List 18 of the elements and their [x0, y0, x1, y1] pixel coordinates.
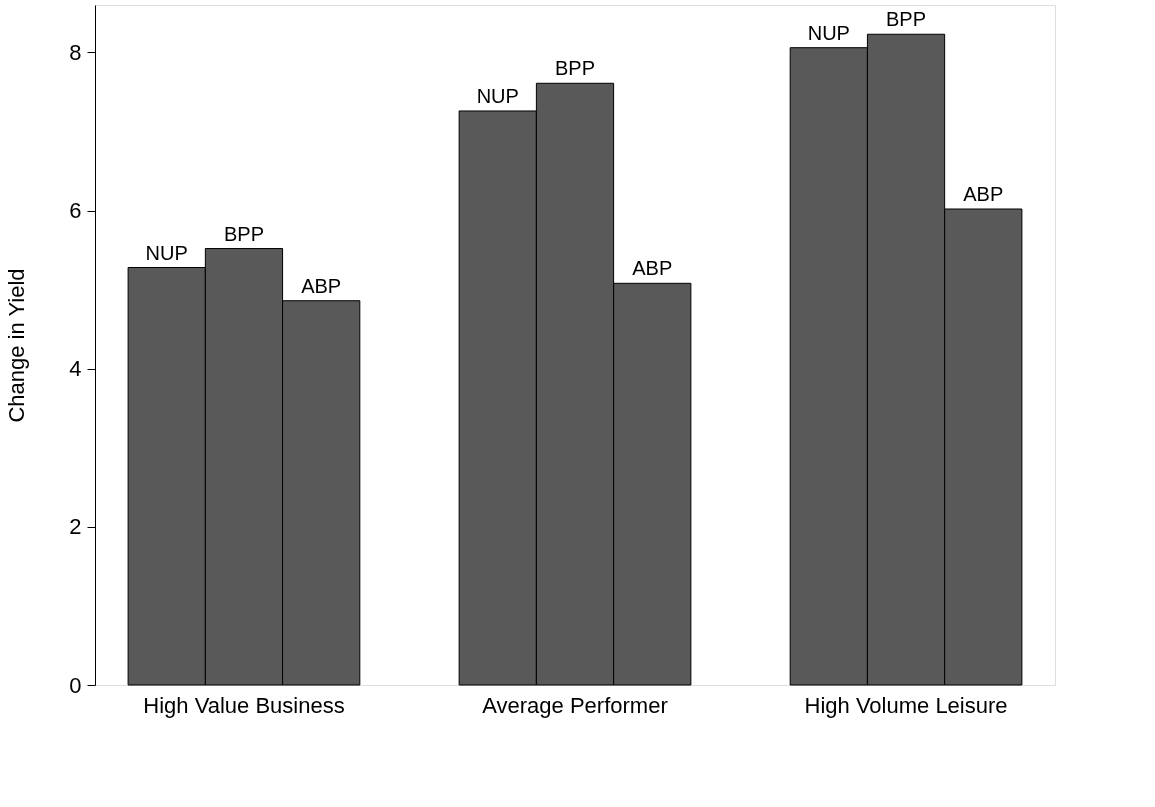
text: BPP: [223, 222, 264, 245]
x-tick-label: Average Performer: [482, 692, 668, 718]
y-tick-label: 0: [69, 672, 82, 698]
x-tick-label: High Value Business: [143, 692, 345, 718]
series-label: NUP: [145, 241, 188, 264]
text: NUP: [476, 84, 519, 107]
x-tick-label: High Volume Leisure: [804, 692, 1008, 718]
text: ABP: [632, 257, 673, 280]
series-label: BPP: [886, 8, 927, 31]
y-tick-label: 6: [69, 198, 82, 224]
text: BPP: [554, 57, 596, 80]
series-label: ABP: [301, 274, 342, 297]
y-axis-title: Change in Yield: [4, 268, 30, 423]
text: ABP: [963, 183, 1004, 205]
y-tick-label: 8: [69, 39, 82, 65]
y-tick-label: 4: [69, 356, 82, 382]
y-tick-label: 2: [69, 514, 82, 540]
text: NUP: [807, 21, 850, 44]
